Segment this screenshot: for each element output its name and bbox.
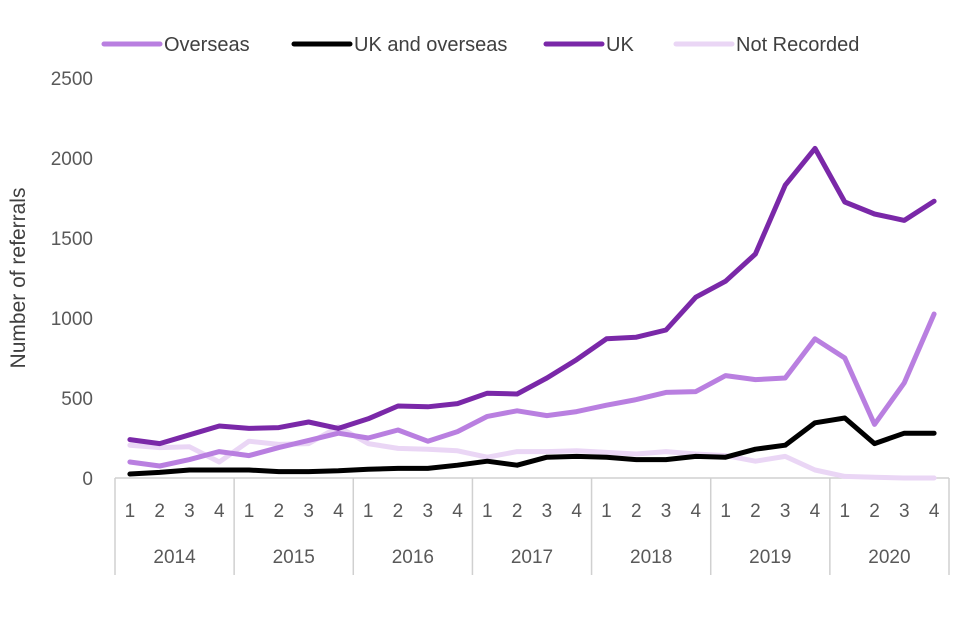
x-tick-label: 1 xyxy=(601,501,612,522)
y-tick-label: 2500 xyxy=(51,69,93,90)
x-tick-label: 2 xyxy=(869,501,880,522)
y-tick-label: 1500 xyxy=(51,229,93,250)
y-tick-label: 1000 xyxy=(51,309,93,330)
x-tick-label: 4 xyxy=(571,501,582,522)
x-tick-label: 2 xyxy=(154,501,165,522)
legend-item-uk: UK xyxy=(543,34,634,56)
x-tick-label: 3 xyxy=(303,501,314,522)
legend-label: Overseas xyxy=(164,34,250,56)
x-tick-label: 3 xyxy=(661,501,672,522)
y-tick-label: 2000 xyxy=(51,149,93,170)
x-tick-label: 4 xyxy=(452,501,463,522)
x-tick-label: 2 xyxy=(750,501,761,522)
x-tick-label: 3 xyxy=(422,501,433,522)
x-tick-label: 2 xyxy=(631,501,642,522)
x-tick-label: 3 xyxy=(899,501,910,522)
y-tick-label: 500 xyxy=(61,389,93,410)
x-tick-label: 2 xyxy=(274,501,285,522)
x-tick-label: 4 xyxy=(214,501,225,522)
legend: Overseas UK and overseas UK Not Recorded xyxy=(101,34,859,56)
x-group-label: 2014 xyxy=(153,547,196,568)
x-tick-label: 4 xyxy=(929,501,940,522)
x-tick-label: 2 xyxy=(393,501,404,522)
legend-label: Not Recorded xyxy=(736,34,859,56)
y-tick-label: 0 xyxy=(82,469,93,490)
x-group-label: 2016 xyxy=(392,547,434,568)
plot-area xyxy=(127,145,937,481)
x-group-label: 2019 xyxy=(749,547,791,568)
x-group-label: 2018 xyxy=(630,547,672,568)
x-group-label: 2017 xyxy=(511,547,553,568)
x-tick-label: 3 xyxy=(542,501,553,522)
x-tick-label: 1 xyxy=(839,501,850,522)
x-tick-label: 1 xyxy=(244,501,255,522)
legend-label: UK xyxy=(606,34,634,56)
x-tick-label: 1 xyxy=(125,501,136,522)
series-line-uk-and-overseas xyxy=(127,415,937,477)
legend-item-overseas: Overseas xyxy=(101,34,250,56)
x-tick-label: 4 xyxy=(333,501,344,522)
x-tick-label: 1 xyxy=(363,501,374,522)
series-line-uk xyxy=(127,145,937,447)
x-tick-label: 3 xyxy=(780,501,791,522)
series-line-overseas xyxy=(127,311,937,469)
x-tick-label: 4 xyxy=(691,501,702,522)
y-axis-label: Number of referrals xyxy=(7,188,30,369)
x-tick-label: 2 xyxy=(512,501,523,522)
x-group-label: 2015 xyxy=(273,547,315,568)
legend-label: UK and overseas xyxy=(354,34,507,56)
x-tick-label: 3 xyxy=(184,501,195,522)
x-tick-label: 4 xyxy=(810,501,821,522)
y-axis: 0 500 1000 1500 2000 2500 xyxy=(51,69,93,490)
x-group-label: 2020 xyxy=(868,547,910,568)
series-line-not-recorded xyxy=(127,424,937,481)
x-tick-label: 1 xyxy=(720,501,731,522)
x-tick-label: 1 xyxy=(482,501,493,522)
legend-item-not-recorded: Not Recorded xyxy=(673,34,859,56)
legend-item-uk-and-overseas: UK and overseas xyxy=(291,34,507,56)
